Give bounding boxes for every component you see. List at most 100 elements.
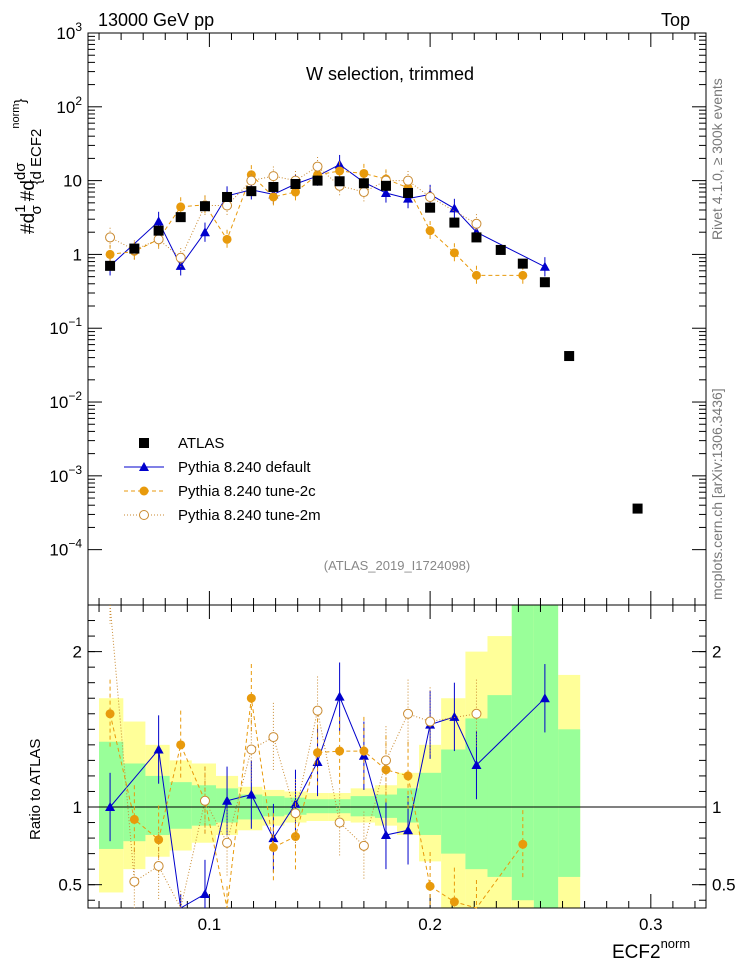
ratio-band-green <box>441 749 466 854</box>
header-left: 13000 GeV pp <box>98 10 214 30</box>
ratio-point <box>334 691 345 701</box>
atlas-point <box>153 225 164 236</box>
x-tick-label: 0.1 <box>198 915 222 934</box>
atlas-point <box>268 181 279 192</box>
atlas-point <box>129 243 140 254</box>
ratio-point <box>153 861 164 872</box>
analysis-id: (ATLAS_2019_I1724098) <box>324 558 470 573</box>
ratio-band-green <box>558 729 581 877</box>
ratio-point <box>403 825 414 835</box>
ratio-point <box>105 709 115 719</box>
atlas-point <box>312 175 323 186</box>
ratio-point <box>153 744 164 754</box>
y-tick-label: 10−4 <box>49 537 82 560</box>
ratio-point <box>246 789 257 799</box>
ratio-point <box>268 842 278 852</box>
ratio-point <box>334 817 345 828</box>
ratio-point <box>222 837 233 848</box>
series-point <box>380 187 391 197</box>
series-point <box>449 203 460 213</box>
ratio-point <box>199 795 210 806</box>
ratio-point <box>403 708 414 719</box>
ratio-point <box>518 839 528 849</box>
y-tick-label: 1 <box>73 245 82 264</box>
series-point <box>268 171 279 182</box>
ratio-point <box>449 711 460 721</box>
atlas-point <box>358 178 369 189</box>
series-point <box>539 261 550 271</box>
ratio-point <box>403 771 413 781</box>
ratio-point <box>358 840 369 851</box>
ratio-point <box>154 835 164 845</box>
ratio-tick-label-right: 2 <box>712 643 721 662</box>
svg-text:ECF2norm: ECF2norm <box>612 936 690 963</box>
series-point <box>312 161 323 172</box>
x-tick-label: 0.3 <box>639 915 663 934</box>
ratio-point <box>381 765 391 775</box>
ratio-tick-label: 0.5 <box>58 876 82 895</box>
ratio-point <box>335 746 345 756</box>
ratio-point <box>449 897 459 907</box>
ratio-point <box>380 829 391 839</box>
series-point <box>403 193 414 203</box>
atlas-point <box>632 503 643 514</box>
atlas-point <box>334 176 345 187</box>
series-point <box>335 166 345 176</box>
ratio-point <box>105 802 116 811</box>
ratio-point <box>199 889 210 899</box>
legend-label: Pythia 8.240 tune-2c <box>178 483 316 500</box>
series-point <box>518 270 528 280</box>
series-point <box>246 175 257 186</box>
ratio-band-green <box>169 782 192 829</box>
y-tick-label: 10 <box>63 172 82 191</box>
atlas-point <box>471 232 482 243</box>
series-point <box>358 187 369 198</box>
ratio-point <box>425 881 435 891</box>
series-point <box>359 168 369 178</box>
ratio-point <box>246 744 257 755</box>
mcplots-label: mcplots.cern.ch [arXiv:1306.3436] <box>709 388 725 600</box>
ratio-band-green <box>487 695 512 877</box>
ratio-line <box>109 604 477 910</box>
series-point <box>471 270 481 280</box>
ratio-point <box>425 716 436 727</box>
legend-marker <box>139 438 149 448</box>
ratio-point <box>539 693 550 703</box>
ratio-tick-label: 2 <box>73 643 82 662</box>
ratio-point <box>268 732 279 743</box>
ratio-point <box>313 748 323 758</box>
legend-label: Pythia 8.240 tune-2m <box>178 507 321 524</box>
series-point <box>425 191 436 202</box>
series-point <box>153 216 164 226</box>
ratio-band-green <box>306 799 329 814</box>
ratio-point <box>471 760 482 770</box>
ratio-point <box>290 808 301 819</box>
x-axis-label: ECF2norm <box>612 936 690 963</box>
atlas-point <box>564 351 575 362</box>
series-point <box>175 260 186 270</box>
ratio-band-green <box>511 605 534 901</box>
legend-marker <box>139 462 149 471</box>
atlas-point <box>290 178 301 189</box>
atlas-point <box>222 191 233 202</box>
ratio-band-green <box>533 605 559 908</box>
legend-marker <box>139 486 149 496</box>
series-point <box>199 227 210 237</box>
series-point <box>449 248 459 258</box>
legend-marker <box>139 510 149 520</box>
y-tick-label: 103 <box>56 20 82 43</box>
ratio-tick-label-right: 0.5 <box>712 876 736 895</box>
main-ylabel: #d1σ#ddσ{d ECF2norm} <box>10 99 45 234</box>
legend-label: Pythia 8.240 default <box>178 459 311 476</box>
y-tick-label: 102 <box>56 94 82 117</box>
legend-label: ATLAS <box>178 435 224 452</box>
series-point <box>153 234 164 245</box>
series-point <box>222 200 233 211</box>
atlas-point <box>246 186 257 197</box>
ratio-panel-frame <box>87 604 707 909</box>
series-point <box>105 232 116 243</box>
ratio-point <box>176 740 186 750</box>
atlas-point <box>199 201 210 212</box>
atlas-point <box>175 212 186 223</box>
ratio-band-green <box>419 772 442 835</box>
